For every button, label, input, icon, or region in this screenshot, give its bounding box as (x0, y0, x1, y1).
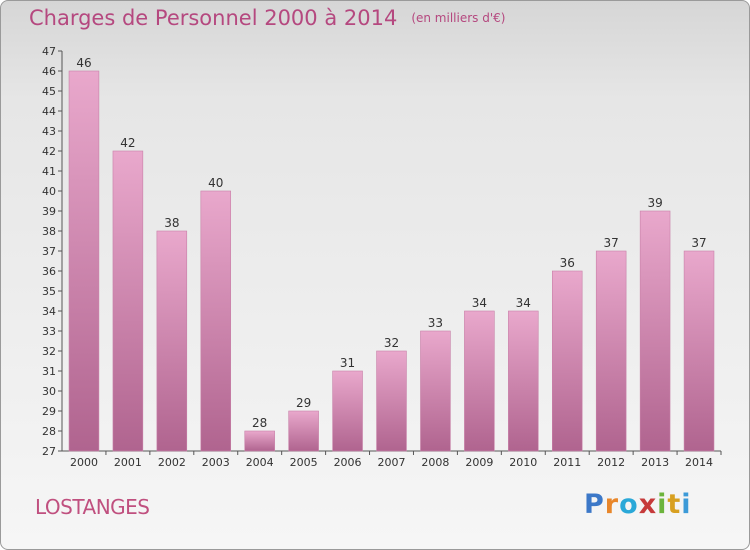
y-tick-label: 44 (42, 105, 56, 118)
x-tick-label: 2010 (509, 456, 537, 469)
logo-letter: i (681, 489, 692, 520)
data-label: 28 (252, 416, 267, 430)
data-label: 29 (296, 396, 311, 410)
bar (288, 410, 319, 452)
x-tick-label: 2009 (465, 456, 493, 469)
commune-name: LOSTANGES (35, 495, 150, 519)
y-tick-label: 47 (42, 45, 56, 58)
bar (464, 310, 495, 452)
data-label: 42 (120, 136, 135, 150)
data-label: 40 (208, 176, 223, 190)
y-tick-label: 27 (42, 445, 56, 458)
y-tick-label: 34 (42, 305, 56, 318)
logo-letter: r (604, 489, 620, 520)
logo-letter: x (638, 489, 658, 520)
y-tick-label: 43 (42, 125, 56, 138)
y-tick-label: 29 (42, 405, 56, 418)
y-tick-label: 42 (42, 145, 56, 158)
data-label: 39 (647, 196, 662, 210)
data-label: 37 (604, 236, 619, 250)
data-label: 37 (691, 236, 706, 250)
y-tick-label: 40 (42, 185, 56, 198)
bar (508, 310, 539, 452)
x-tick-label: 2005 (290, 456, 318, 469)
x-tick-label: 2008 (421, 456, 449, 469)
y-tick-label: 33 (42, 325, 56, 338)
data-label: 32 (384, 336, 399, 350)
x-tick-label: 2013 (641, 456, 669, 469)
bar (244, 430, 275, 452)
data-label: 46 (76, 56, 91, 70)
x-tick-label: 2007 (378, 456, 406, 469)
bar (112, 150, 144, 452)
y-tick-label: 37 (42, 245, 56, 258)
y-tick-label: 31 (42, 365, 56, 378)
logo-letter: P (584, 489, 605, 520)
y-tick-label: 38 (42, 225, 56, 238)
chart-title-text: Charges de Personnel 2000 à 2014 (29, 6, 398, 30)
data-label: 38 (164, 216, 179, 230)
bar (376, 350, 407, 452)
bar (68, 70, 100, 452)
y-tick-label: 35 (42, 285, 56, 298)
chart-title: Charges de Personnel 2000 à 2014 (en mill… (29, 6, 505, 30)
bar (200, 190, 232, 452)
bar (595, 250, 627, 452)
bar (683, 250, 715, 452)
y-tick-label: 28 (42, 425, 56, 438)
x-tick-label: 2012 (597, 456, 625, 469)
bar (639, 210, 671, 452)
x-tick-label: 2002 (158, 456, 186, 469)
bar (332, 370, 363, 452)
logo-letter: o (619, 489, 639, 520)
unit-note: (en milliers d'€) (411, 11, 506, 25)
data-label: 34 (516, 296, 531, 310)
y-tick-label: 45 (42, 85, 56, 98)
y-tick-label: 36 (42, 265, 56, 278)
x-tick-label: 2006 (334, 456, 362, 469)
x-tick-label: 2000 (70, 456, 98, 469)
y-tick-label: 30 (42, 385, 56, 398)
y-tick-label: 41 (42, 165, 56, 178)
x-tick-label: 2001 (114, 456, 142, 469)
data-label: 36 (560, 256, 575, 270)
data-label: 34 (472, 296, 487, 310)
data-label: 33 (428, 316, 443, 330)
y-tick-label: 46 (42, 65, 56, 78)
y-tick-label: 39 (42, 205, 56, 218)
logo-letter: i (657, 489, 668, 520)
logo-letter: t (667, 489, 682, 520)
y-tick-label: 32 (42, 345, 56, 358)
x-tick-label: 2014 (685, 456, 713, 469)
bar (420, 330, 451, 452)
data-label: 31 (340, 356, 355, 370)
proxiti-logo: Proxiti (584, 489, 692, 520)
bar (156, 230, 188, 452)
x-tick-label: 2003 (202, 456, 230, 469)
bar (551, 270, 583, 452)
x-tick-label: 2004 (246, 456, 274, 469)
x-tick-label: 2011 (553, 456, 581, 469)
